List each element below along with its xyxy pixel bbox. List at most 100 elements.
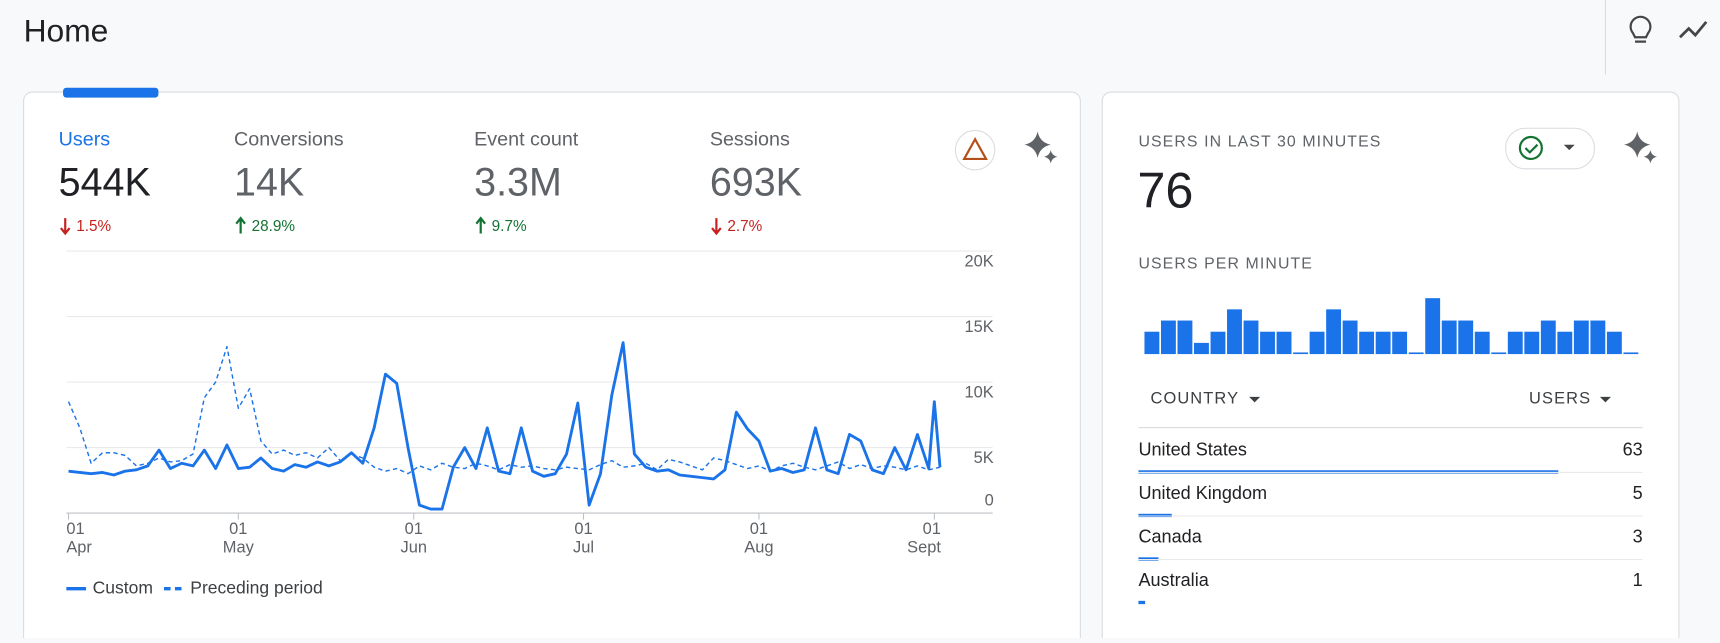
country-name: Australia	[1138, 570, 1209, 590]
change-arrow	[711, 218, 722, 236]
y-tick-label: 10K	[964, 383, 993, 401]
x-tick-month: Jun	[400, 538, 427, 556]
x-tick-label: 01	[229, 520, 247, 538]
active-tab-indicator	[63, 87, 159, 98]
metric-value: 544K	[59, 161, 151, 205]
bar	[1606, 331, 1622, 355]
x-tick-label: 01	[574, 520, 592, 538]
x-tick-label: 01	[405, 520, 423, 538]
column-header[interactable]: USERS	[1529, 389, 1591, 407]
dropdown-caret	[1563, 144, 1575, 151]
bar	[1359, 331, 1375, 355]
x-tick-month: May	[223, 538, 255, 556]
status-dropdown[interactable]	[1505, 127, 1596, 170]
legend-label: Preceding period	[190, 577, 322, 597]
page-title: Home	[24, 12, 109, 48]
realtime-title: USERS IN LAST 30 MINUTES	[1138, 134, 1381, 151]
bulb-icon	[1629, 15, 1652, 43]
bar	[1375, 331, 1391, 355]
change-arrow	[475, 216, 486, 234]
check-icon	[1524, 143, 1539, 154]
bar	[1194, 342, 1209, 355]
metric-label[interactable]: Sessions	[710, 129, 790, 151]
metric-change: 2.7%	[727, 218, 762, 235]
sort-caret	[1249, 396, 1261, 403]
country-name: United Kingdom	[1138, 483, 1267, 503]
x-tick-month: Sept	[907, 538, 941, 556]
sort-caret	[1599, 396, 1611, 403]
bar	[1408, 352, 1424, 355]
bar	[1144, 331, 1160, 355]
bar	[1458, 320, 1474, 355]
y-tick-label: 0	[985, 491, 994, 509]
metric-value: 693K	[710, 161, 802, 205]
change-arrow	[235, 216, 246, 234]
metric-value: 14K	[234, 161, 304, 205]
bar	[1342, 320, 1358, 355]
x-tick-label: 01	[750, 520, 768, 538]
overview-card	[23, 91, 1081, 643]
bar	[1243, 320, 1259, 355]
x-tick-label: 01	[66, 520, 84, 538]
bar	[1540, 320, 1556, 355]
bar	[1507, 331, 1523, 355]
sparkle-icon[interactable]	[1624, 131, 1657, 164]
country-users: 1	[1633, 570, 1643, 590]
metric-change: 9.7%	[492, 218, 527, 235]
bar	[1623, 352, 1639, 355]
bar	[1441, 320, 1457, 355]
change-arrow	[59, 218, 71, 236]
realtime-value: 76	[1137, 161, 1193, 218]
sparkle-icon[interactable]	[1024, 131, 1058, 164]
users-bar	[1138, 600, 1146, 605]
check-circle	[1518, 135, 1543, 161]
x-tick-month: Apr	[66, 538, 92, 556]
metric-label[interactable]: Event count	[474, 129, 579, 151]
trend-icon	[1679, 21, 1708, 39]
realtime-card	[1101, 91, 1680, 643]
y-tick-label: 20K	[964, 252, 993, 270]
country-users: 5	[1633, 483, 1643, 503]
anomaly-button[interactable]	[954, 129, 996, 171]
bar	[1293, 352, 1308, 355]
metric-change: 1.5%	[76, 218, 111, 235]
country-users: 63	[1623, 439, 1643, 459]
y-tick-label: 15K	[964, 318, 993, 336]
bar	[1260, 331, 1275, 355]
insights-button[interactable]	[1629, 15, 1652, 43]
x-tick-label: 01	[923, 520, 941, 538]
anomaly-circle	[954, 129, 996, 171]
country-name: United States	[1138, 439, 1247, 459]
bar	[1309, 331, 1325, 355]
metric-label[interactable]: Conversions	[234, 129, 344, 151]
realtime-subtitle: USERS PER MINUTE	[1138, 255, 1313, 272]
metric-label[interactable]: Users	[59, 129, 111, 151]
y-tick-label: 5K	[974, 449, 994, 467]
x-tick-month: Jul	[573, 538, 594, 556]
bar	[1590, 320, 1606, 355]
bar	[1326, 309, 1342, 355]
series-line	[68, 341, 942, 511]
bar	[1392, 331, 1408, 355]
country-name: Canada	[1138, 526, 1202, 546]
bar	[1210, 331, 1226, 355]
bar	[1474, 331, 1490, 355]
metric-change: 28.9%	[252, 218, 296, 235]
bar	[1491, 352, 1507, 355]
x-tick-month: Aug	[744, 538, 773, 556]
bar	[1557, 331, 1573, 355]
metric-value: 3.3M	[474, 161, 562, 205]
bar	[1276, 331, 1292, 355]
bar	[1160, 320, 1176, 355]
analytics-button[interactable]	[1679, 21, 1708, 39]
series-line	[67, 345, 941, 475]
bar	[1524, 331, 1540, 355]
bar	[1573, 320, 1589, 355]
legend-label: Custom	[93, 577, 153, 597]
column-header[interactable]: COUNTRY	[1150, 389, 1239, 407]
warning-icon	[962, 136, 988, 161]
bar	[1177, 320, 1193, 355]
country-users: 3	[1633, 526, 1643, 546]
